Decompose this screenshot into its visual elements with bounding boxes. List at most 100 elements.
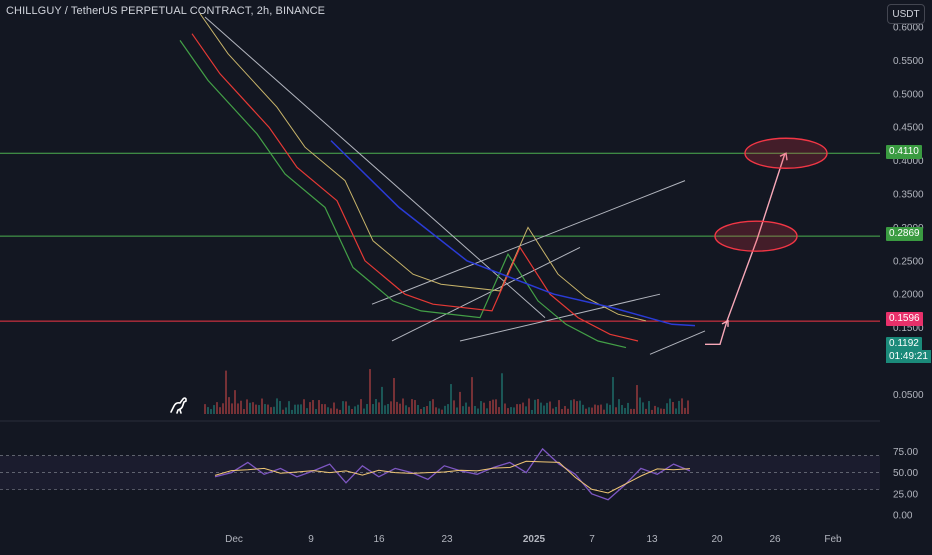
volume-bar — [435, 407, 437, 414]
time-axis-label: 23 — [441, 534, 453, 545]
volume-bar — [510, 407, 512, 414]
volume-bar — [540, 402, 542, 414]
volume-bar — [483, 402, 485, 414]
volume-bar — [558, 400, 560, 414]
volume-bar — [324, 404, 326, 414]
volume-bar — [654, 405, 656, 414]
volume-bar — [591, 407, 593, 414]
volume-bar — [339, 409, 341, 414]
volume-bar — [405, 405, 407, 414]
volume-bar — [666, 403, 668, 414]
volume-bar — [354, 406, 356, 414]
volume-bar — [534, 399, 536, 414]
volume-bar — [393, 378, 395, 414]
volume-bar — [255, 404, 257, 414]
volume-bar — [204, 404, 206, 414]
volume-bar — [639, 397, 641, 414]
volume-bar — [273, 406, 275, 414]
volume-bar — [306, 408, 308, 414]
volume-bar — [240, 400, 242, 414]
volume-bar — [444, 405, 446, 414]
volume-bar — [420, 408, 422, 414]
volume-bar — [429, 401, 431, 414]
ema-line — [330, 140, 696, 327]
volume-bar — [675, 408, 677, 414]
volume-bar — [645, 408, 647, 414]
volume-bar — [381, 386, 383, 414]
volume-bar — [462, 406, 464, 414]
price-tag-upper-resistance: 0.4110 — [886, 145, 922, 159]
time-axis-label: 16 — [373, 534, 385, 545]
volume-bar — [525, 406, 527, 414]
volume-bar — [216, 402, 218, 414]
volume-bar — [630, 408, 632, 414]
volume-bar — [627, 402, 629, 414]
volume-bar — [504, 403, 506, 414]
price-axis-tick: 0.0500 — [893, 390, 924, 401]
volume-bar — [423, 406, 425, 414]
volume-bar — [417, 404, 419, 414]
volume-bar — [549, 401, 551, 414]
volume-bar — [282, 409, 284, 414]
channel-mid-line — [391, 246, 581, 342]
time-axis-label: Dec — [225, 534, 243, 545]
volume-bar — [303, 399, 305, 414]
volume-bar — [486, 408, 488, 414]
volume-bar — [336, 408, 338, 414]
rsi-signal-line — [214, 460, 691, 494]
volume-bar — [582, 404, 584, 414]
volume-bar — [585, 408, 587, 414]
volume-bar — [609, 404, 611, 414]
moving-average-line — [191, 33, 639, 342]
volume-bar — [618, 399, 620, 414]
volume-bar — [681, 398, 683, 414]
volume-bar — [399, 403, 401, 414]
volume-bar — [588, 407, 590, 414]
rsi-axis-tick: 0.00 — [893, 511, 913, 522]
volume-bar — [396, 401, 398, 414]
volume-bar — [543, 405, 545, 414]
cloud-upper-line — [199, 13, 647, 322]
price-axis-tick: 0.5500 — [893, 56, 924, 67]
volume-bar — [246, 399, 248, 414]
volume-bar — [651, 409, 653, 414]
time-axis-label: 26 — [769, 534, 781, 545]
volume-bar — [468, 406, 470, 414]
bar-countdown: 01:49:21 — [886, 350, 931, 363]
volume-bar — [426, 406, 428, 414]
volume-bar — [516, 404, 518, 414]
volume-bar — [402, 398, 404, 414]
price-tag-mid-resistance: 0.2869 — [886, 227, 923, 241]
time-axis-label: 9 — [308, 534, 314, 545]
volume-bar — [606, 403, 608, 414]
volume-bar — [687, 400, 689, 414]
wedge-line — [649, 330, 706, 355]
volume-bar — [258, 405, 260, 414]
price-axis-tick: 0.2500 — [893, 256, 924, 267]
price-axis-tick: 0.4500 — [893, 123, 924, 134]
volume-bar — [438, 408, 440, 414]
volume-bar — [300, 404, 302, 414]
volume-bar — [372, 404, 374, 414]
volume-bar — [519, 404, 521, 414]
channel-upper-line — [371, 180, 686, 305]
currency-button[interactable]: USDT — [887, 4, 925, 24]
volume-bar — [594, 404, 596, 414]
price-line — [179, 40, 627, 349]
volume-bar — [546, 402, 548, 414]
volume-bar — [642, 402, 644, 414]
rsi-axis-tick: 75.00 — [893, 447, 918, 458]
volume-bar — [207, 407, 209, 414]
volume-bar — [669, 398, 671, 414]
price-axis-tick: 0.1500 — [893, 323, 924, 334]
volume-bar — [351, 409, 353, 414]
volume-bar — [498, 407, 500, 414]
volume-bar — [366, 404, 368, 414]
volume-bar — [648, 401, 650, 414]
volume-bar — [501, 373, 503, 414]
volume-bar — [369, 369, 371, 414]
time-axis-label: 7 — [589, 534, 595, 545]
volume-bar — [375, 399, 377, 414]
